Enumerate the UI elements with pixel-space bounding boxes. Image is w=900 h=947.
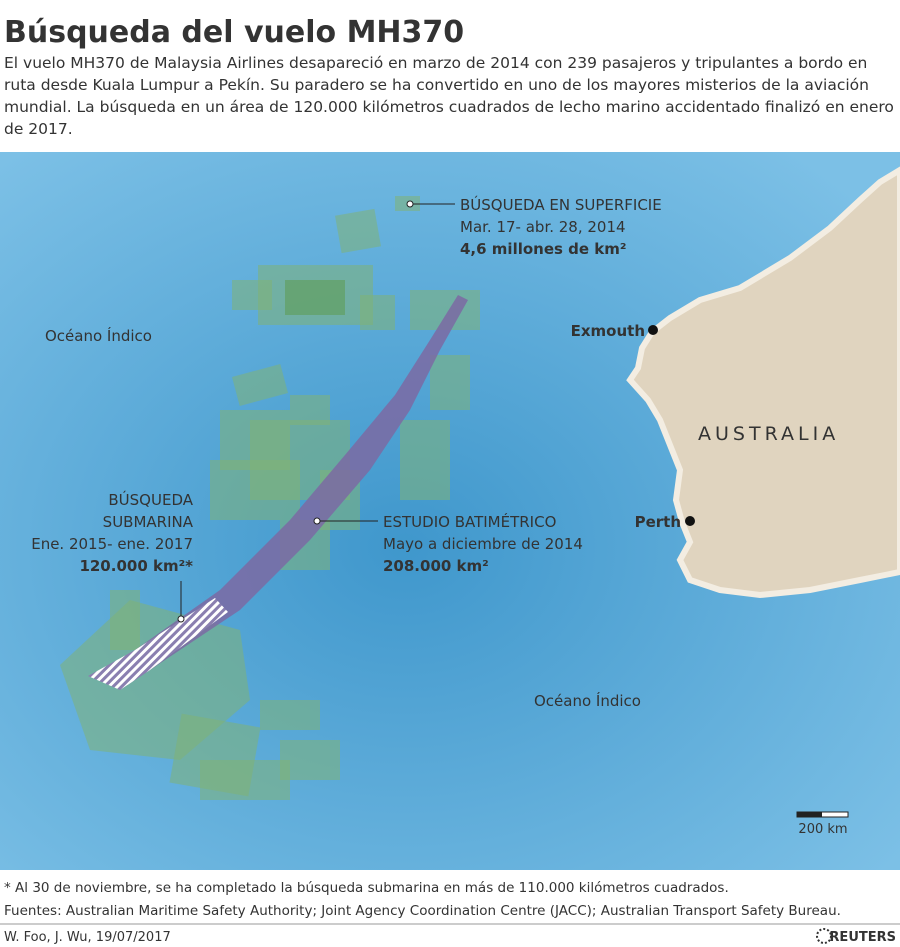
- footnote: * Al 30 de noviembre, se ha completado l…: [4, 880, 729, 896]
- intro: El vuelo MH370 de Malaysia Airlines desa…: [4, 54, 894, 138]
- title: Búsqueda del vuelo MH370: [4, 15, 464, 50]
- annotation: Mayo a diciembre de 2014: [383, 535, 583, 553]
- brand-logo: [816, 928, 832, 944]
- leader-dot: [406, 200, 414, 208]
- sources: Fuentes: Australian Maritime Safety Auth…: [4, 903, 841, 919]
- surface-search-areas: [60, 196, 480, 800]
- scale-bar: [797, 812, 822, 817]
- annotation: 120.000 km²*: [79, 557, 193, 575]
- annotation: ESTUDIO BATIMÉTRICO: [383, 512, 556, 531]
- ocean-label: Océano Índico: [534, 691, 641, 710]
- leader-dot: [313, 517, 321, 525]
- country-label: AUSTRALIA: [698, 423, 839, 445]
- australia-land: [626, 166, 900, 599]
- city-label: Perth: [635, 513, 681, 531]
- annotation: BÚSQUEDA: [108, 490, 193, 509]
- byline: W. Foo, J. Wu, 19/07/2017: [4, 930, 171, 945]
- scale-label: 200 km: [798, 822, 847, 837]
- city-dot: [648, 325, 658, 335]
- annotation: Ene. 2015- ene. 2017: [31, 535, 193, 553]
- leader-dot: [177, 615, 185, 623]
- annotation: SUBMARINA: [103, 513, 194, 531]
- ocean-label: Océano Índico: [45, 326, 152, 345]
- city-dot: [685, 516, 695, 526]
- underwater-annotation: BÚSQUEDA SUBMARINA Ene. 2015- ene. 2017 …: [31, 490, 194, 575]
- brand: REUTERS: [829, 930, 896, 945]
- annotation: 208.000 km²: [383, 557, 489, 575]
- city-label: Exmouth: [571, 322, 645, 340]
- annotation: 4,6 millones de km²: [460, 240, 626, 258]
- annotation: BÚSQUEDA EN SUPERFICIE: [460, 195, 662, 214]
- annotation: Mar. 17- abr. 28, 2014: [460, 218, 626, 236]
- underwater-search-area: [88, 598, 228, 690]
